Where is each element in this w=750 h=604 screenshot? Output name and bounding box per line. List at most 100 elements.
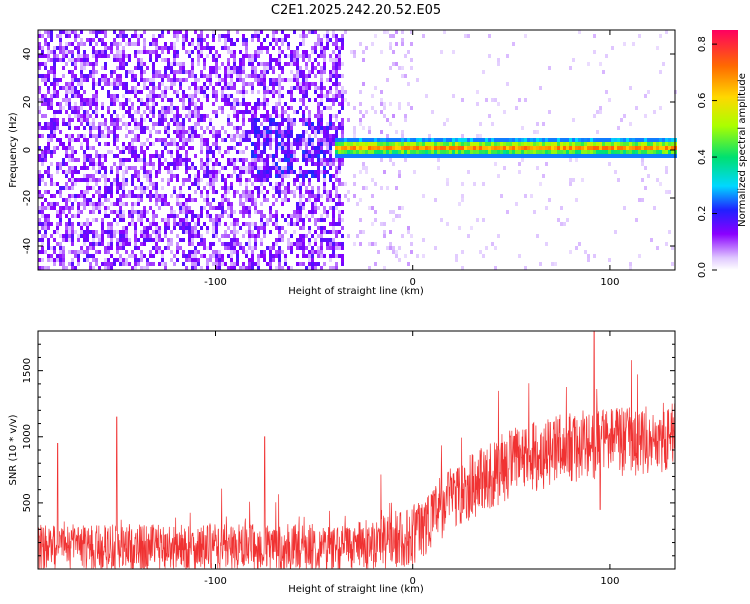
spectrogram-cell (107, 134, 110, 138)
spectrogram-cell (263, 94, 266, 98)
spectrogram-cell (425, 146, 428, 150)
spectrogram-cell (83, 134, 86, 138)
spectrogram-cell (119, 42, 122, 46)
spectrogram-cell (104, 42, 107, 46)
spectrogram-cell (278, 182, 281, 186)
spectrogram-cell (134, 42, 137, 46)
spectrogram-cell (242, 114, 245, 118)
spectrogram-cell (104, 250, 107, 254)
spectrogram-cell (335, 82, 338, 86)
spectrogram-cell (272, 242, 275, 246)
spectrogram-cell (467, 142, 470, 146)
spectrogram-cell (104, 122, 107, 126)
spectrogram-cell (167, 126, 170, 130)
spectrogram-cell (227, 118, 230, 122)
spectrogram-cell (110, 194, 113, 198)
spectrogram-cell (359, 110, 362, 114)
spectrogram-cell (200, 46, 203, 50)
spectrogram-cell (464, 154, 467, 158)
spectrogram-cell (299, 146, 302, 150)
spectrogram-cell (191, 262, 194, 266)
spectrogram-cell (272, 222, 275, 226)
spectrogram-cell (314, 146, 317, 150)
spectrogram-cell (233, 86, 236, 90)
spectrogram-cell (59, 206, 62, 210)
spectrogram-cell (248, 190, 251, 194)
spectrogram-cell (56, 258, 59, 262)
spectrogram-cell (143, 190, 146, 194)
spectrogram-cell (245, 82, 248, 86)
spectrogram-cell (281, 190, 284, 194)
spectrogram-cell (182, 230, 185, 234)
spectrogram-cell (356, 150, 359, 154)
spectrogram-cell (242, 90, 245, 94)
spectrogram-cell (92, 70, 95, 74)
spectrogram-cell (305, 174, 308, 178)
spectrogram-cell (224, 74, 227, 78)
spectrogram-cell (296, 186, 299, 190)
spectrogram-cell (341, 262, 344, 266)
spectrogram-cell (83, 102, 86, 106)
spectrogram-cell (263, 162, 266, 166)
spectrogram-cell (200, 30, 203, 34)
spectrogram-cell (335, 78, 338, 82)
spectrogram-cell (302, 54, 305, 58)
spectrogram-cell (272, 154, 275, 158)
spectrogram-cell (656, 150, 659, 154)
spectrogram-cell (311, 138, 314, 142)
spectrogram-cell (230, 222, 233, 226)
spectrogram-cell (47, 98, 50, 102)
spectrogram-cell (287, 42, 290, 46)
spectrogram-cell (230, 94, 233, 98)
spectrogram-cell (134, 226, 137, 230)
spectrogram-cell (38, 34, 41, 38)
spectrogram-cell (308, 118, 311, 122)
spectrogram-cell (650, 150, 653, 154)
spectrogram-cell (176, 198, 179, 202)
spectrogram-cell (173, 70, 176, 74)
spectrogram-cell (236, 238, 239, 242)
spectrogram-cell (497, 138, 500, 142)
spectrogram-cell (131, 150, 134, 154)
spectrogram-cell (593, 150, 596, 154)
spectrogram-cell (335, 62, 338, 66)
spectrogram-cell (305, 54, 308, 58)
spectrogram-cell (314, 42, 317, 46)
spectrogram-cell (86, 118, 89, 122)
spectrogram-cell (161, 178, 164, 182)
spectrogram-cell (182, 254, 185, 258)
spectrogram-cell (314, 66, 317, 70)
spectrogram-cell (101, 50, 104, 54)
spectrogram-cell (374, 262, 377, 266)
spectrogram-cell (143, 170, 146, 174)
spectrogram-cell (308, 242, 311, 246)
spectrogram-cell (224, 182, 227, 186)
spectrogram-cell (263, 38, 266, 42)
spectrogram-cell (239, 110, 242, 114)
spectrogram-cell (158, 246, 161, 250)
spectrogram-cell (83, 194, 86, 198)
spectrogram-cell (143, 150, 146, 154)
spectrogram-cell (83, 174, 86, 178)
spectrogram-cell (125, 230, 128, 234)
spectrogram-cell (482, 70, 485, 74)
spectrogram-cell (176, 158, 179, 162)
snr-y-tick-label: 1500 (22, 358, 33, 383)
spectrogram-cell (113, 58, 116, 62)
spectrogram-cell (323, 162, 326, 166)
spectrogram-cell (197, 98, 200, 102)
spectrogram-cell (290, 266, 293, 270)
spectrogram-cell (341, 62, 344, 66)
spectrogram-cell (461, 154, 464, 158)
spectrogram-cell (548, 150, 551, 154)
spectrogram-cell (146, 194, 149, 198)
spectrogram-cell (374, 34, 377, 38)
spectrogram-cell (152, 238, 155, 242)
spectrogram-cell (257, 146, 260, 150)
spectrogram-cell (86, 102, 89, 106)
spectrogram-cell (203, 86, 206, 90)
spectrogram-cell (227, 50, 230, 54)
spectrogram-cell (158, 238, 161, 242)
spectrogram-cell (326, 162, 329, 166)
